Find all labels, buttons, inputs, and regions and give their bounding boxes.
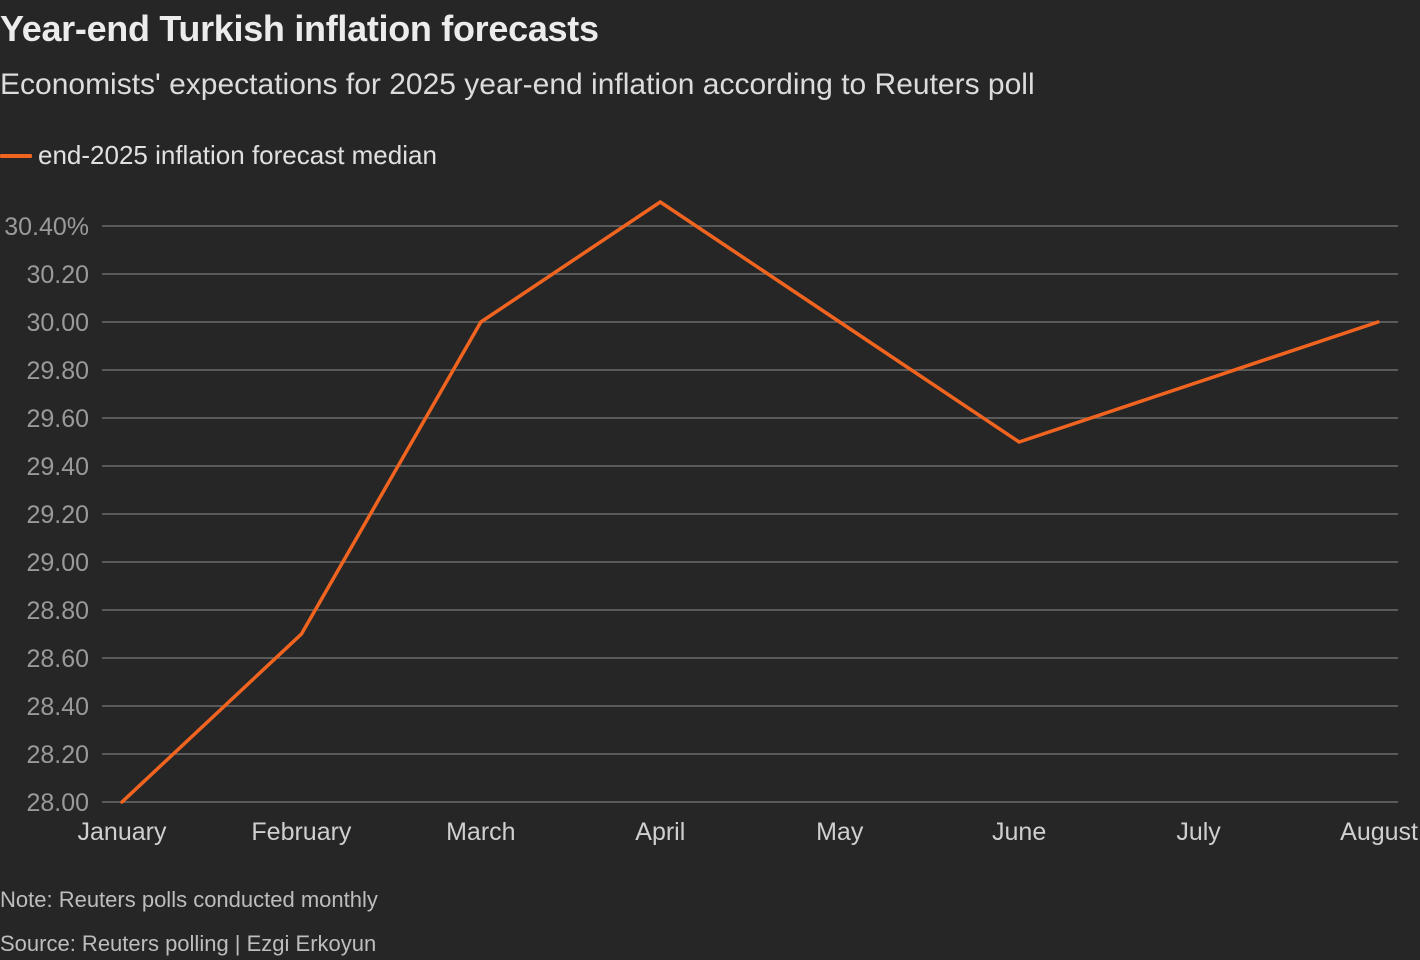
y-tick-label: 30.00 [26, 309, 89, 337]
y-tick-label: 28.80 [26, 597, 89, 625]
y-tick-label: 30.40% [4, 213, 89, 241]
y-tick-label: 29.40 [26, 453, 89, 481]
legend-label: end-2025 inflation forecast median [38, 140, 437, 170]
x-tick-label: April [635, 818, 685, 846]
y-tick-label: 28.20 [26, 741, 89, 769]
y-tick-label: 29.00 [26, 549, 89, 577]
series-layer [120, 199, 1380, 804]
y-tick-label: 28.60 [26, 645, 89, 673]
x-tick-label: March [446, 818, 515, 846]
legend: end-2025 inflation forecast median [0, 140, 437, 171]
y-axis-ticks: 28.00 28.20 28.40 28.60 28.80 29.00 29.20 29.40… [4, 213, 89, 817]
series-line [120, 199, 1380, 804]
chart-title: Year-end Turkish inflation forecasts [0, 8, 599, 49]
y-tick-label: 30.20 [26, 261, 89, 289]
x-tick-label: July [1176, 818, 1221, 846]
chart-source: Source: Reuters polling | Ezgi Erkoyun [0, 931, 377, 956]
y-tick-label: 28.00 [26, 789, 89, 817]
chart-note: Note: Reuters polls conducted monthly [0, 887, 378, 912]
y-tick-label: 29.20 [26, 501, 89, 529]
chart-subtitle: Economists' expectations for 2025 year-e… [0, 68, 1035, 101]
grid-lines [102, 225, 1398, 803]
x-tick-label: August [1340, 818, 1418, 846]
x-tick-label: February [251, 818, 352, 846]
y-tick-label: 29.80 [26, 357, 89, 385]
line-chart: 28.00 28.20 28.40 28.60 28.80 29.00 29.20 29.40… [4, 199, 1419, 846]
y-tick-label: 29.60 [26, 405, 89, 433]
legend-swatch [0, 153, 32, 158]
y-tick-label: 28.40 [26, 693, 89, 721]
x-tick-label: January [78, 818, 167, 846]
x-axis-ticks: January February March April May June July Augu… [78, 818, 1419, 846]
x-tick-label: June [992, 818, 1046, 846]
x-tick-label: May [816, 818, 864, 846]
